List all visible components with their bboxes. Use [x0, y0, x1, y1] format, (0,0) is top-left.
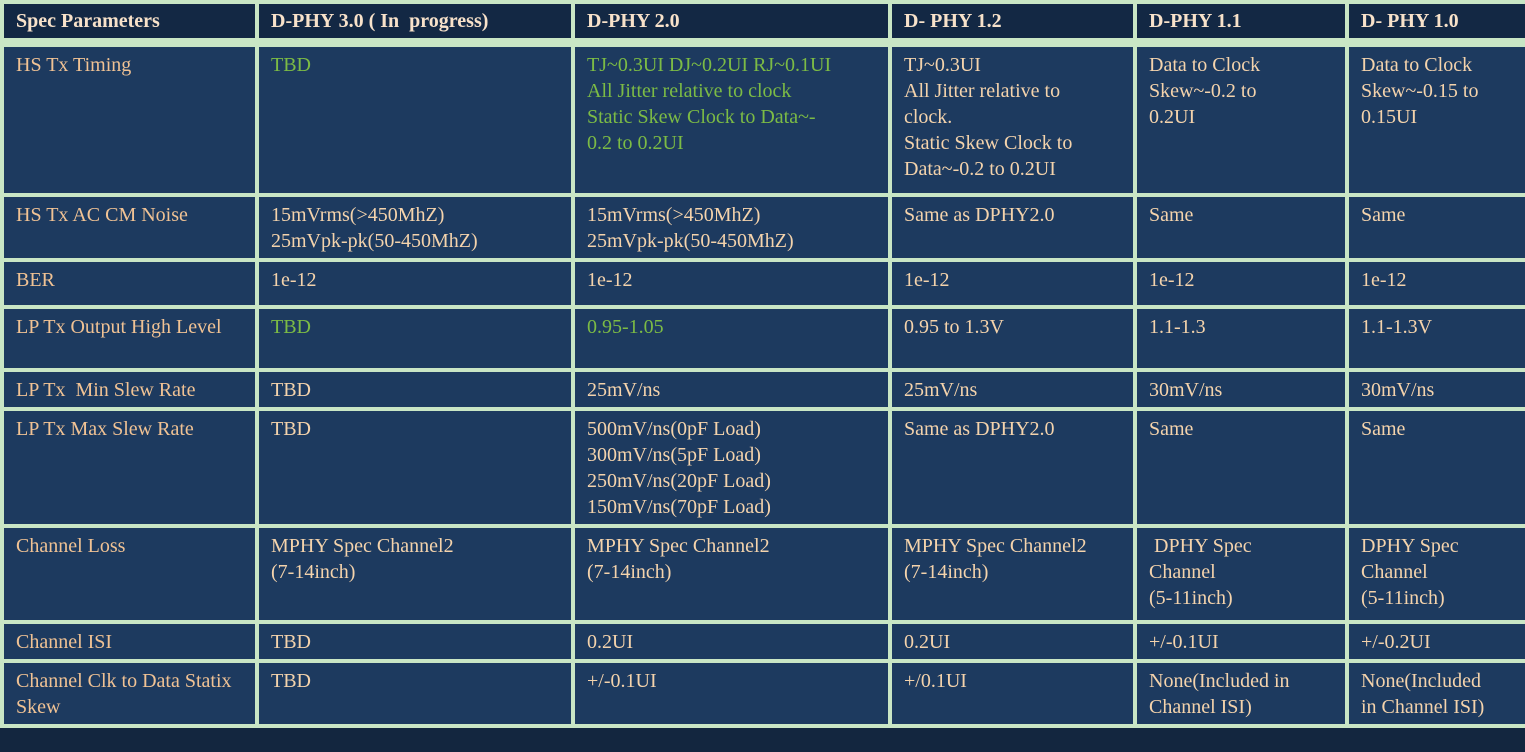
spec-cell: Same as DPHY2.0	[888, 192, 1137, 262]
spec-cell: TBD	[255, 658, 575, 728]
table-header: Spec Parameters D-PHY 3.0 ( In progress)…	[0, 0, 1525, 47]
spec-cell: DPHY Spec Channel (5-11inch)	[1133, 523, 1349, 624]
header-row: Spec Parameters D-PHY 3.0 ( In progress)…	[0, 0, 1525, 47]
spec-cell: 1e-12	[1133, 257, 1349, 309]
row-label: BER	[0, 257, 259, 309]
spec-cell: MPHY Spec Channel2 (7-14inch)	[571, 523, 892, 624]
spec-cell: MPHY Spec Channel2 (7-14inch)	[888, 523, 1137, 624]
table-body: HS Tx Timing TBD TJ~0.3UI DJ~0.2UI RJ~0.1U…	[0, 40, 1525, 728]
header-dphy-2-0: D-PHY 2.0	[571, 0, 892, 47]
spec-cell: 0.2UI	[571, 619, 892, 663]
spec-cell: Data to Clock Skew~-0.2 to 0.2UI	[1133, 40, 1349, 197]
header-dphy-1-2: D- PHY 1.2	[888, 0, 1137, 47]
spec-cell: TBD	[255, 40, 575, 197]
spec-cell: 1e-12	[255, 257, 575, 309]
spec-cell: Same as DPHY2.0	[888, 406, 1137, 528]
spec-cell: None(Included in Channel ISI)	[1133, 658, 1349, 728]
spec-cell: Data to Clock Skew~-0.15 to 0.15UI	[1345, 40, 1525, 197]
spec-cell: 0.2UI	[888, 619, 1137, 663]
spec-cell: TJ~0.3UI DJ~0.2UI RJ~0.1UI All Jitter re…	[571, 40, 892, 197]
spec-cell: None(Included in Channel ISI)	[1345, 658, 1525, 728]
spec-cell: +/-0.1UI	[1133, 619, 1349, 663]
table-row: LP Tx Min Slew Rate TBD 25mV/ns 25mV/ns 30mV…	[0, 367, 1525, 411]
table-row: BER 1e-12 1e-12 1e-12 1e-12 1e-12	[0, 257, 1525, 309]
spec-cell: +/-0.1UI	[571, 658, 892, 728]
spec-cell: 500mV/ns(0pF Load) 300mV/ns(5pF Load) 25…	[571, 406, 892, 528]
spec-cell: +/0.1UI	[888, 658, 1137, 728]
table-row: Channel ISI TBD 0.2UI 0.2UI +/-0.1UI +/-0.2UI	[0, 619, 1525, 663]
row-label: Channel ISI	[0, 619, 259, 663]
row-label: LP Tx Min Slew Rate	[0, 367, 259, 411]
spec-cell: Same	[1133, 406, 1349, 528]
spec-cell: TBD	[255, 367, 575, 411]
spec-cell: 15mVrms(>450MhZ) 25mVpk-pk(50-450MhZ)	[571, 192, 892, 262]
spec-cell: TJ~0.3UI All Jitter relative to clock. S…	[888, 40, 1137, 197]
header-dphy-3-0: D-PHY 3.0 ( In progress)	[255, 0, 575, 47]
row-label: HS Tx AC CM Noise	[0, 192, 259, 262]
spec-cell: 30mV/ns	[1133, 367, 1349, 411]
spec-cell: Same	[1133, 192, 1349, 262]
header-dphy-1-0: D- PHY 1.0	[1345, 0, 1525, 47]
table-row: Channel Loss MPHY Spec Channel2 (7-14inch…	[0, 523, 1525, 624]
spec-cell: TBD	[255, 304, 575, 372]
spec-cell: 0.95-1.05	[571, 304, 892, 372]
spec-cell: 1.1-1.3	[1133, 304, 1349, 372]
row-label: LP Tx Max Slew Rate	[0, 406, 259, 528]
spec-cell: +/-0.2UI	[1345, 619, 1525, 663]
spec-cell: 25mV/ns	[888, 367, 1137, 411]
table-row: LP Tx Max Slew Rate TBD 500mV/ns(0pF Load)…	[0, 406, 1525, 528]
spec-cell: 15mVrms(>450MhZ) 25mVpk-pk(50-450MhZ)	[255, 192, 575, 262]
spec-cell: 0.95 to 1.3V	[888, 304, 1137, 372]
spec-cell: DPHY Spec Channel (5-11inch)	[1345, 523, 1525, 624]
header-spec-parameters: Spec Parameters	[0, 0, 259, 47]
spec-cell: 30mV/ns	[1345, 367, 1525, 411]
spec-cell: Same	[1345, 406, 1525, 528]
spec-cell: 1e-12	[888, 257, 1137, 309]
row-label: LP Tx Output High Level	[0, 304, 259, 372]
header-dphy-1-1: D-PHY 1.1	[1133, 0, 1349, 47]
table-row: HS Tx AC CM Noise 15mVrms(>450MhZ) 25mVpk…	[0, 192, 1525, 262]
spec-comparison-table: Spec Parameters D-PHY 3.0 ( In progress)…	[0, 0, 1525, 728]
row-label: Channel Loss	[0, 523, 259, 624]
spec-cell: TBD	[255, 619, 575, 663]
table-row: HS Tx Timing TBD TJ~0.3UI DJ~0.2UI RJ~0.1U…	[0, 40, 1525, 197]
spec-cell: 1.1-1.3V	[1345, 304, 1525, 372]
spec-cell: Same	[1345, 192, 1525, 262]
spec-cell: MPHY Spec Channel2 (7-14inch)	[255, 523, 575, 624]
spec-cell: 25mV/ns	[571, 367, 892, 411]
spec-cell: TBD	[255, 406, 575, 528]
table-row: LP Tx Output High Level TBD 0.95-1.05 0.95 …	[0, 304, 1525, 372]
table-row: Channel Clk to Data Statix Skew TBD +/-0.1…	[0, 658, 1525, 728]
row-label: HS Tx Timing	[0, 40, 259, 197]
spec-cell: 1e-12	[571, 257, 892, 309]
spec-cell: 1e-12	[1345, 257, 1525, 309]
row-label: Channel Clk to Data Statix Skew	[0, 658, 259, 728]
